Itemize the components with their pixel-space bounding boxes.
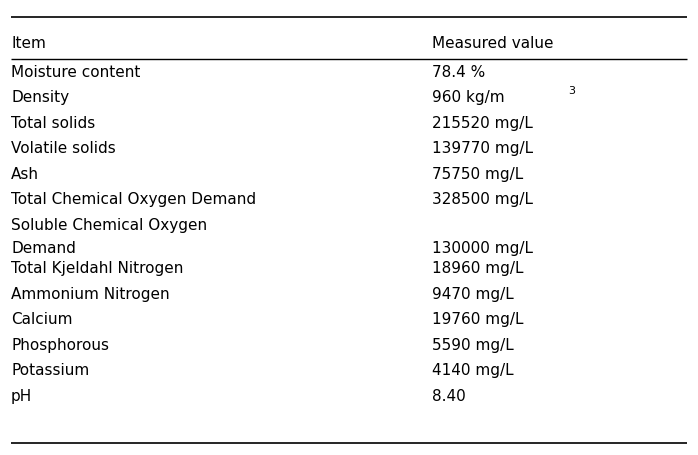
Text: Moisture content: Moisture content bbox=[11, 65, 140, 80]
Text: Phosphorous: Phosphorous bbox=[11, 337, 109, 352]
Text: 4140 mg/L: 4140 mg/L bbox=[432, 362, 514, 377]
Text: Volatile solids: Volatile solids bbox=[11, 141, 116, 156]
Text: Ash: Ash bbox=[11, 167, 39, 181]
Text: Ammonium Nitrogen: Ammonium Nitrogen bbox=[11, 286, 170, 301]
Text: Item: Item bbox=[11, 35, 46, 51]
Text: 9470 mg/L: 9470 mg/L bbox=[432, 286, 514, 301]
Text: Soluble Chemical Oxygen: Soluble Chemical Oxygen bbox=[11, 217, 207, 232]
Text: Total solids: Total solids bbox=[11, 116, 96, 130]
Text: Potassium: Potassium bbox=[11, 362, 89, 377]
Text: Calcium: Calcium bbox=[11, 311, 73, 326]
Text: Measured value: Measured value bbox=[432, 35, 554, 51]
Text: 328500 mg/L: 328500 mg/L bbox=[432, 192, 533, 207]
Text: 18960 mg/L: 18960 mg/L bbox=[432, 261, 524, 275]
Text: 139770 mg/L: 139770 mg/L bbox=[432, 141, 533, 156]
Text: 75750 mg/L: 75750 mg/L bbox=[432, 167, 523, 181]
Text: 8.40: 8.40 bbox=[432, 388, 466, 403]
Text: 3: 3 bbox=[568, 86, 575, 96]
Text: Total Kjeldahl Nitrogen: Total Kjeldahl Nitrogen bbox=[11, 261, 184, 275]
Text: 960 kg/m: 960 kg/m bbox=[432, 90, 505, 105]
Text: 130000 mg/L: 130000 mg/L bbox=[432, 240, 533, 255]
Text: 215520 mg/L: 215520 mg/L bbox=[432, 116, 533, 130]
Text: Total Chemical Oxygen Demand: Total Chemical Oxygen Demand bbox=[11, 192, 256, 207]
Text: Demand: Demand bbox=[11, 240, 76, 255]
Text: Density: Density bbox=[11, 90, 69, 105]
Text: 19760 mg/L: 19760 mg/L bbox=[432, 311, 524, 326]
Text: 78.4 %: 78.4 % bbox=[432, 65, 485, 80]
Text: pH: pH bbox=[11, 388, 32, 403]
Text: 5590 mg/L: 5590 mg/L bbox=[432, 337, 514, 352]
